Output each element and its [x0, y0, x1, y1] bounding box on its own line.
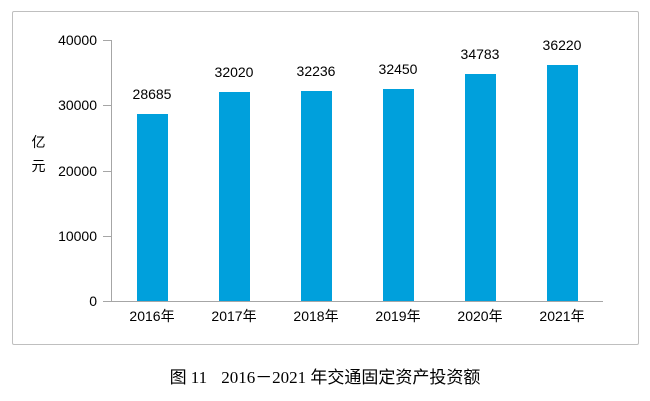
x-axis-category-label: 2020年: [457, 308, 503, 324]
x-axis-category-label: 2021年: [539, 308, 585, 324]
y-tick-label: 30000: [58, 97, 97, 114]
y-tick-mark: [103, 170, 111, 172]
y-axis-line: [111, 40, 112, 302]
bar-value-label: 32236: [296, 63, 336, 79]
bar: [383, 89, 414, 301]
figure-title: 2016－2021 年交通固定资产投资额: [221, 368, 481, 387]
bar-value-label: 36220: [542, 37, 582, 53]
figure-number: 图 11: [169, 368, 208, 387]
figure-caption: 图 11 2016－2021 年交通固定资产投资额: [0, 366, 650, 390]
x-axis-category-label: 2016年: [129, 308, 175, 324]
y-tick-mark: [103, 301, 111, 302]
bar: [137, 114, 168, 301]
bar-value-label: 32450: [378, 61, 418, 77]
y-tick-mark: [103, 40, 111, 41]
bar: [219, 92, 250, 301]
x-axis-line: [111, 301, 603, 302]
y-tick-label: 40000: [58, 32, 97, 48]
y-tick-label: 20000: [58, 162, 97, 179]
bar-value-label: 28685: [132, 86, 172, 102]
bar-value-label: 32020: [214, 64, 254, 80]
bar: [301, 91, 332, 301]
y-axis-title: 亿元: [31, 134, 46, 174]
bar: [547, 65, 578, 301]
y-tick-label: 10000: [58, 227, 97, 244]
bar: [465, 74, 496, 301]
y-tick-mark: [103, 235, 111, 237]
y-tick-mark: [103, 105, 111, 107]
bar-value-label: 34783: [460, 46, 500, 62]
y-tick-label: 0: [89, 293, 97, 309]
x-axis-category-label: 2017年: [211, 308, 257, 324]
x-axis-category-label: 2018年: [293, 308, 339, 324]
x-axis-category-label: 2019年: [375, 308, 421, 324]
